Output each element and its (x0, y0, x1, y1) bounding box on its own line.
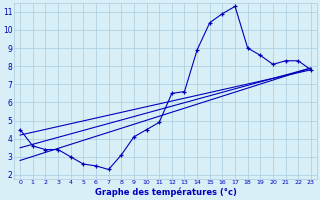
X-axis label: Graphe des températures (°c): Graphe des températures (°c) (95, 188, 236, 197)
